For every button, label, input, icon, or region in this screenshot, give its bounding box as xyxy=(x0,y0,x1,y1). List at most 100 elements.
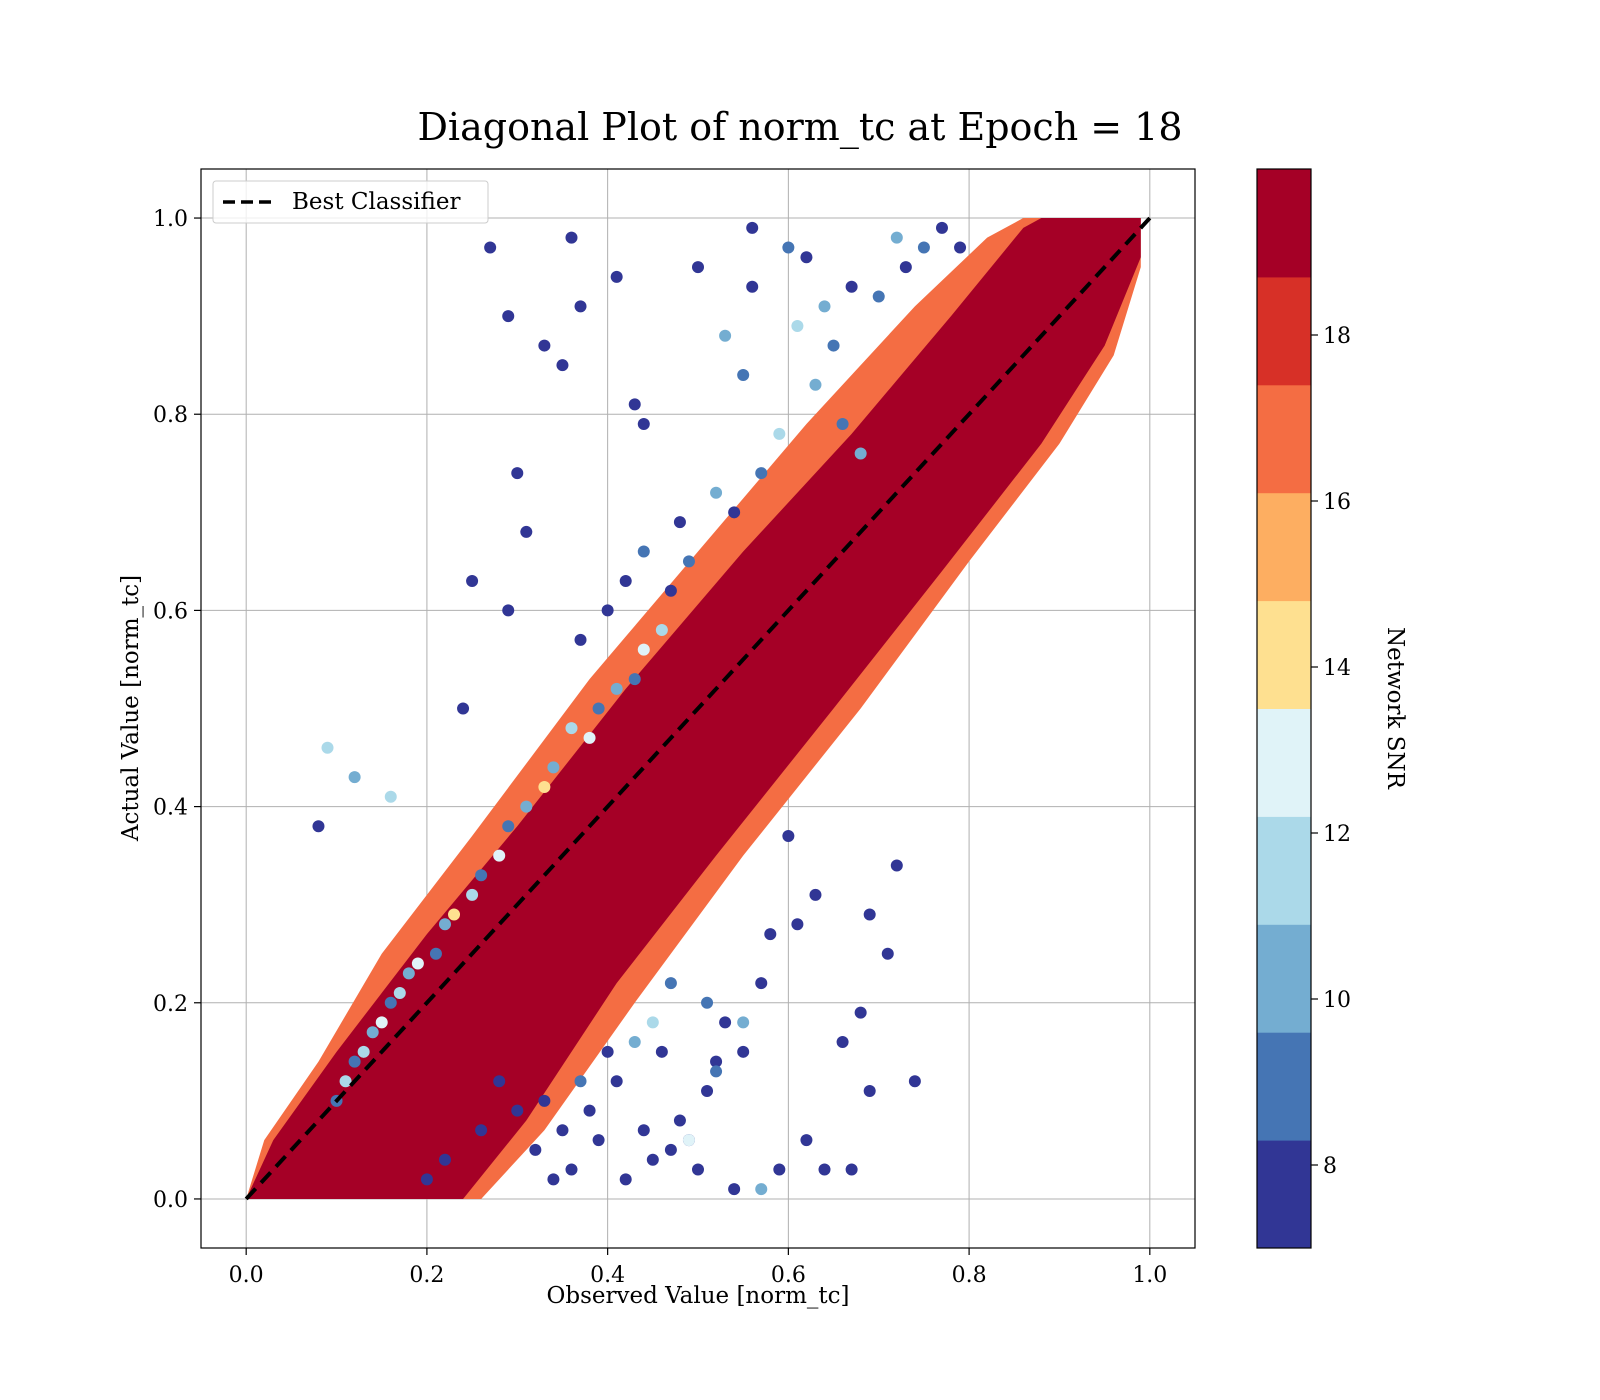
scatter-point xyxy=(457,702,470,715)
scatter-point xyxy=(493,849,506,862)
scatter-point xyxy=(863,1085,876,1098)
scatter-point xyxy=(384,996,397,1009)
scatter-point xyxy=(520,800,533,813)
scatter-point xyxy=(899,261,912,274)
scatter-point xyxy=(339,1075,352,1088)
colorbar-tick-label: 14 xyxy=(1323,656,1351,681)
scatter-point xyxy=(466,574,479,587)
legend-label-best-classifier: Best Classifier xyxy=(292,189,460,215)
scatter-point xyxy=(646,1016,659,1029)
x-tick-label: 0.0 xyxy=(229,1263,264,1288)
scatter-point xyxy=(845,1163,858,1176)
scatter-point xyxy=(800,1134,813,1147)
scatter-point xyxy=(701,996,714,1009)
y-tick-label: 0.6 xyxy=(153,599,188,624)
scatter-point xyxy=(845,280,858,293)
scatter-point xyxy=(664,1143,677,1156)
scatter-point xyxy=(646,1153,659,1166)
y-tick-label: 0.2 xyxy=(153,992,188,1017)
scatter-point xyxy=(556,359,569,372)
scatter-point xyxy=(746,280,759,293)
scatter-point xyxy=(601,604,614,617)
scatter-point xyxy=(538,1094,551,1107)
colorbar-tick-label: 16 xyxy=(1323,490,1351,515)
scatter-point xyxy=(764,928,777,941)
scatter-point xyxy=(529,1143,542,1156)
scatter-point xyxy=(511,1104,524,1117)
scatter-point xyxy=(827,339,840,352)
scatter-point xyxy=(809,888,822,901)
scatter-point xyxy=(854,447,867,460)
scatter-point xyxy=(393,986,406,999)
scatter-point xyxy=(755,467,768,480)
scatter-point xyxy=(854,1006,867,1019)
scatter-point xyxy=(728,506,741,519)
scatter-point xyxy=(746,221,759,234)
scatter-point xyxy=(719,329,732,342)
scatter-point xyxy=(637,1124,650,1137)
scatter-point xyxy=(511,467,524,480)
legend: Best Classifier xyxy=(212,180,489,224)
scatter-point xyxy=(917,241,930,254)
scatter-point xyxy=(809,378,822,391)
x-tick-label: 0.4 xyxy=(590,1263,625,1288)
scatter-point xyxy=(863,908,876,921)
scatter-point xyxy=(710,486,723,499)
legend-box xyxy=(212,180,489,224)
colorbar-label: Network SNR xyxy=(1382,627,1408,790)
scatter-point xyxy=(890,231,903,244)
scatter-point xyxy=(601,1045,614,1058)
scatter-point xyxy=(628,673,641,686)
scatter-point xyxy=(782,241,795,254)
y-tick-label: 0.0 xyxy=(153,1188,188,1213)
scatter-point xyxy=(800,251,813,264)
colorbar-bin xyxy=(1257,924,1311,1033)
scatter-point xyxy=(682,1134,695,1147)
scatter-point xyxy=(429,947,442,960)
scatter-point xyxy=(375,1016,388,1029)
scatter-point xyxy=(655,624,668,637)
colorbar-ticks: 8 10 12 14 16 18 xyxy=(1311,324,1351,1179)
colorbar-bin xyxy=(1257,169,1311,278)
scatter-point xyxy=(710,1065,723,1078)
colorbar-bin xyxy=(1257,492,1311,602)
scatter-point xyxy=(502,310,515,323)
colorbar-bin xyxy=(1257,384,1311,494)
colorbar-tick-label: 12 xyxy=(1323,822,1351,847)
colorbar-frame xyxy=(1256,168,1312,1249)
scatter-point xyxy=(475,869,488,882)
scatter-point xyxy=(701,1085,714,1098)
scatter-point xyxy=(574,1075,587,1088)
scatter-point xyxy=(737,368,750,381)
scatter-point xyxy=(673,1114,686,1127)
scatter-point xyxy=(773,1163,786,1176)
scatter-point xyxy=(637,418,650,431)
scatter-point xyxy=(502,820,515,833)
scatter-point xyxy=(556,1124,569,1137)
scatter-point xyxy=(628,1036,641,1049)
scatter-point xyxy=(619,1173,632,1186)
scatter-point xyxy=(312,820,325,833)
scatter-point xyxy=(520,525,533,538)
colorbar-bin xyxy=(1257,708,1311,817)
colorbar-bin xyxy=(1257,276,1311,386)
x-axis-ticks: 0.0 0.2 0.4 0.6 0.8 1.0 xyxy=(229,1248,1167,1288)
plot-area-frame xyxy=(200,168,1196,1249)
scatter-point xyxy=(935,221,948,234)
scatter-point xyxy=(719,1016,732,1029)
y-axis-label: Actual Value [norm_tc] xyxy=(118,575,144,842)
scatter-point xyxy=(357,1045,370,1058)
scatter-point xyxy=(348,1055,361,1068)
scatter-point xyxy=(755,1183,768,1196)
colorbar-bin xyxy=(1257,1140,1311,1249)
x-tick-label: 0.8 xyxy=(952,1263,987,1288)
scatter-point xyxy=(574,300,587,313)
scatter-point xyxy=(538,339,551,352)
scatter-point xyxy=(484,241,497,254)
scatter-point xyxy=(538,780,551,793)
colorbar-bin xyxy=(1257,816,1311,925)
colorbar-tick-label: 8 xyxy=(1323,1154,1337,1179)
scatter-point xyxy=(773,427,786,440)
scatter-point xyxy=(908,1075,921,1088)
